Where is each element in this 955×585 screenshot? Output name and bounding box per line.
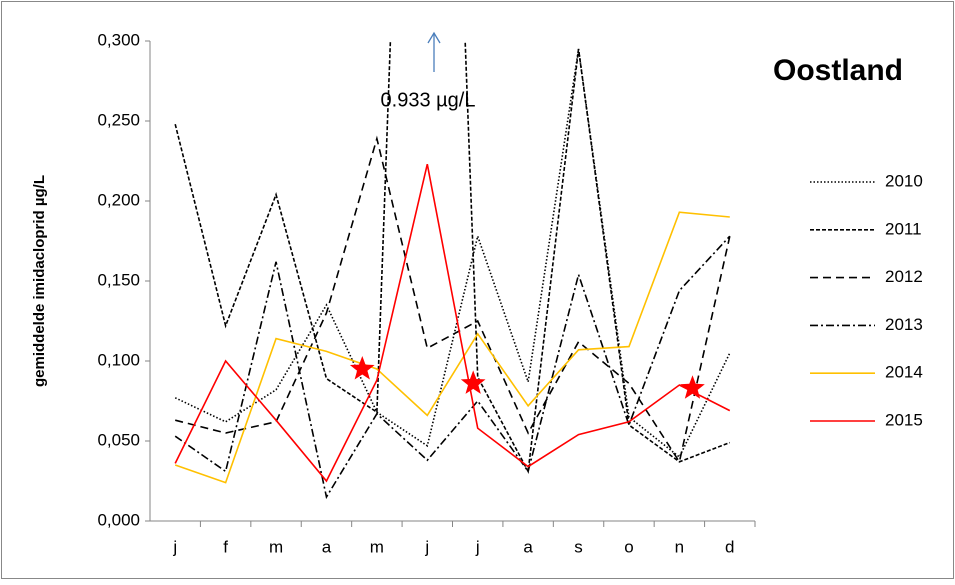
chart-title: Oostland: [773, 54, 903, 87]
y-tick-label: 0,050: [97, 430, 140, 449]
x-tick-label: m: [370, 537, 384, 556]
x-tick-label: n: [675, 537, 684, 556]
y-tick-label: 0,300: [97, 30, 140, 49]
series-line: [174, 235, 731, 500]
annotation-arrow: [427, 31, 441, 72]
y-tick-label: 0,100: [97, 350, 140, 369]
x-tick-label: a: [322, 537, 332, 556]
series-line: [174, 48, 731, 459]
x-tick-label: j: [424, 537, 429, 556]
legend-label: 2010: [885, 171, 923, 190]
x-tick-label: j: [172, 537, 177, 556]
y-axis-label: gemiddelde imidacloprid µg/L: [31, 175, 48, 387]
series-line: [175, 135, 731, 464]
x-tick-label: a: [523, 537, 533, 556]
legend-label: 2012: [885, 267, 923, 286]
x-tick-label: f: [223, 537, 228, 556]
legend-label: 2015: [885, 410, 923, 429]
series-line: [174, 164, 731, 483]
star-marker: [460, 370, 486, 394]
x-tick-label: j: [475, 537, 480, 556]
series-line: [174, 41, 731, 475]
plot-area: [174, 41, 731, 500]
x-tick-label: o: [624, 537, 633, 556]
x-tick-label: s: [574, 537, 583, 556]
legend-label: 2013: [885, 315, 923, 334]
y-tick-label: 0,150: [97, 270, 140, 289]
annotation: 0.933 µg/L: [381, 89, 476, 111]
legend-label: 2014: [885, 363, 923, 382]
x-tick-label: m: [269, 537, 283, 556]
y-tick-label: 0,000: [97, 510, 140, 529]
star-marker: [349, 356, 375, 380]
series-line: [174, 211, 730, 484]
y-tick-label: 0,200: [97, 190, 140, 209]
x-tick-label: d: [725, 537, 734, 556]
y-tick-label: 0,250: [97, 110, 140, 129]
legend-label: 2011: [885, 219, 922, 238]
star-marker: [680, 375, 705, 399]
